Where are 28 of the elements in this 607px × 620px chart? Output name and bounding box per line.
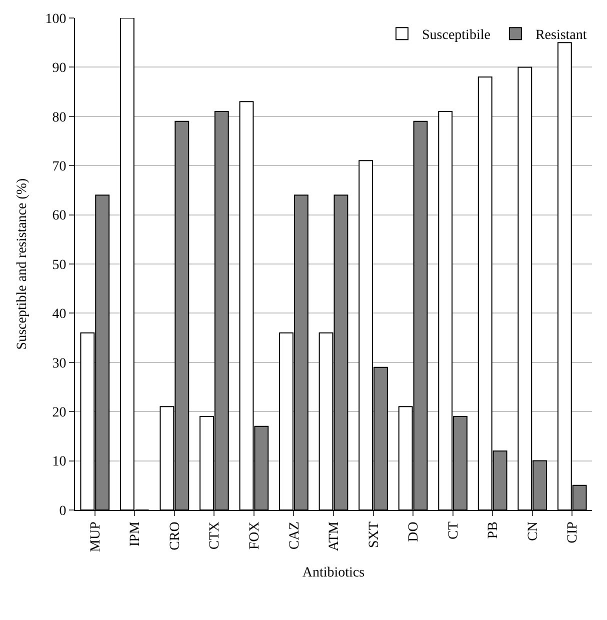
y-tick-label: 50 [52, 258, 66, 273]
y-axis-title: Susceptible and resistance (%) [14, 178, 30, 350]
y-tick-label: 40 [52, 307, 66, 322]
x-tick-label: DO [406, 522, 422, 542]
x-tick-label: CRO [168, 522, 183, 550]
x-axis-title: Antibiotics [302, 565, 365, 580]
x-tick-label: PB [486, 522, 502, 539]
y-tick-label: 10 [52, 454, 66, 470]
x-tick-label: SXT [366, 521, 382, 548]
x-tick-label: CT [446, 521, 462, 540]
x-tick-label: CTX [208, 522, 223, 550]
x-tick-label: ATM [327, 521, 342, 552]
legend-label: Resistant [535, 28, 587, 44]
y-tick-label: 80 [52, 110, 66, 126]
legend-label: Susceptibile [422, 28, 490, 44]
x-tick-label: CN [526, 522, 541, 542]
y-tick-label: 60 [52, 208, 66, 224]
x-tick-label: CIP [566, 521, 581, 544]
y-tick-label: 30 [52, 356, 66, 372]
y-tick-label: 70 [52, 160, 66, 174]
x-tick-label: FOX [248, 522, 263, 550]
y-tick-label: 100 [45, 12, 66, 27]
y-tick-label: 90 [52, 61, 66, 76]
y-tick-label: 20 [52, 406, 66, 420]
x-tick-label: MUP [88, 521, 104, 552]
x-tick-label: CAZ [287, 522, 302, 550]
x-tick-label: IPM [128, 521, 144, 547]
y-tick-label: 0 [59, 504, 66, 519]
